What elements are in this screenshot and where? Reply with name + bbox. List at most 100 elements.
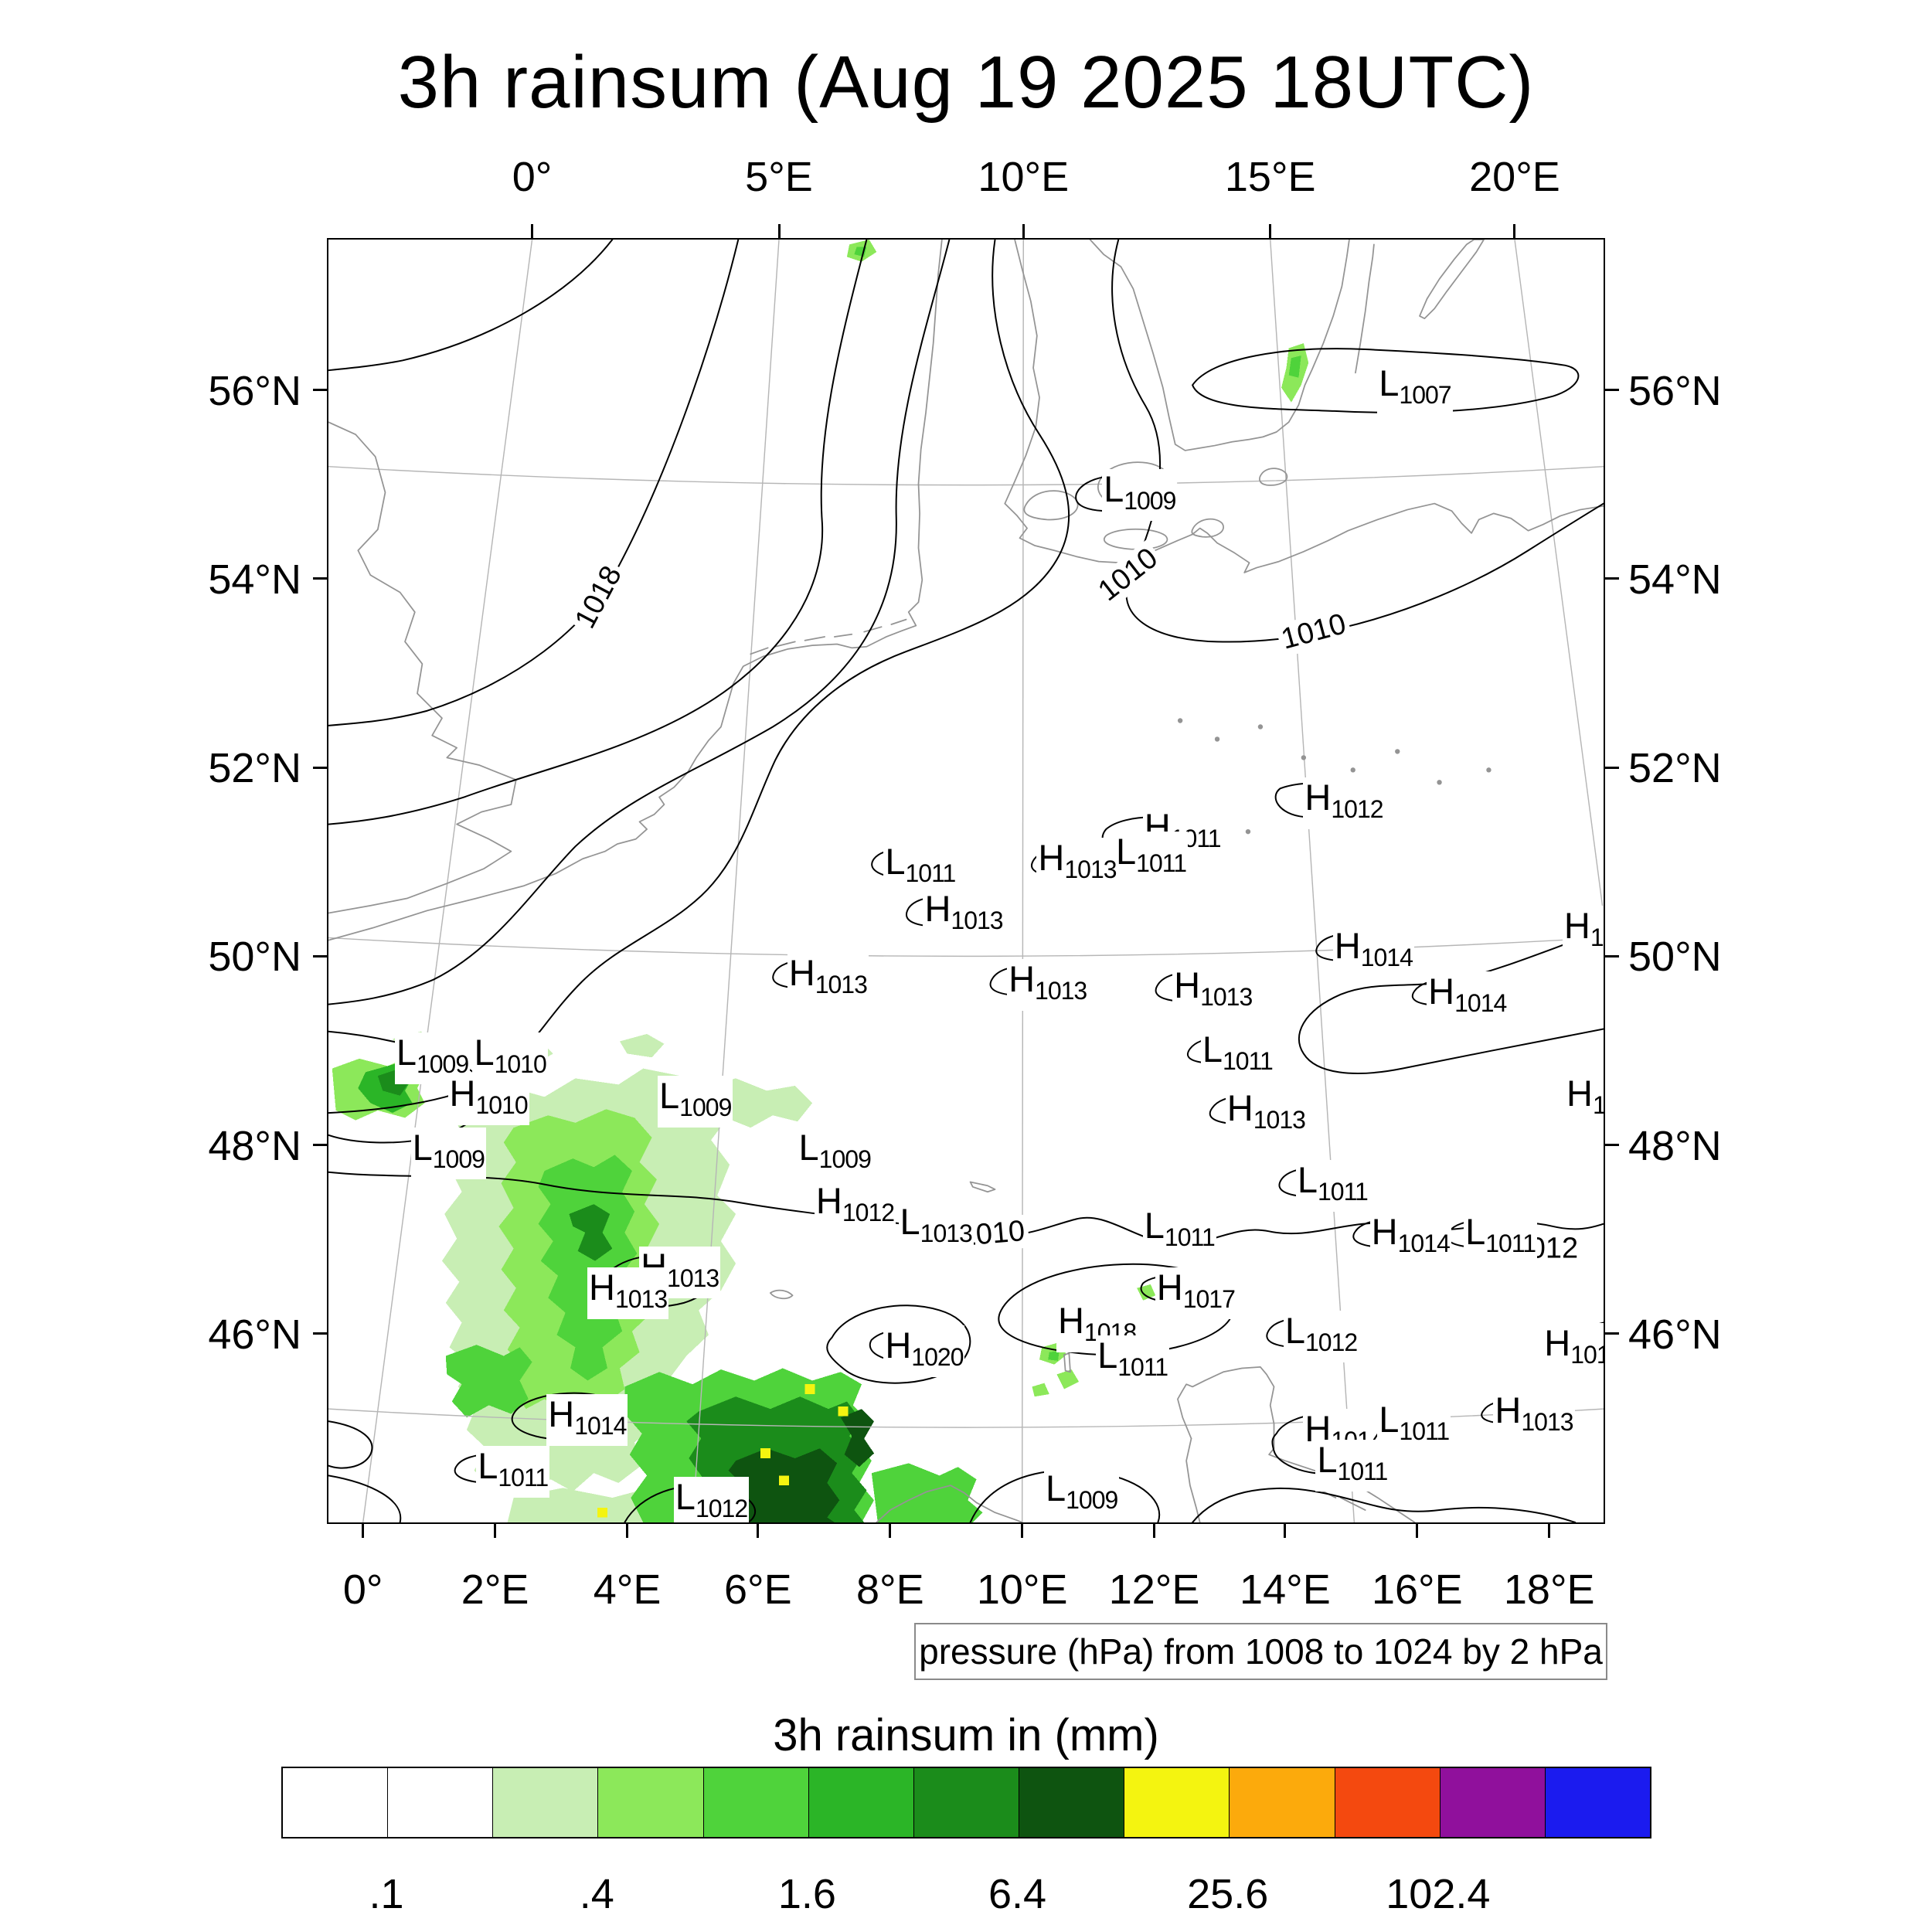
pressure-center-value: 1014	[1454, 988, 1507, 1017]
pressure-center-letter: H	[1334, 924, 1361, 966]
pressure-center: L1011	[1315, 1440, 1389, 1492]
pressure-center: H1014	[1427, 970, 1509, 1023]
pressure-center-letter: L	[478, 1445, 498, 1487]
bottom-axis-label: 2°E	[461, 1566, 529, 1613]
colorbar-cell	[1545, 1768, 1651, 1837]
pressure-center: H1012	[1303, 777, 1385, 830]
top-axis-label: 10°E	[978, 154, 1070, 200]
pressure-center: H1013	[787, 951, 869, 1005]
bottom-tick	[757, 1522, 760, 1538]
pressure-center-letter: L	[1045, 1467, 1066, 1509]
top-tick	[1513, 224, 1516, 240]
pressure-center-letter: H	[449, 1073, 476, 1114]
pressure-center: H1013	[1036, 837, 1118, 890]
pressure-center-letter: L	[1297, 1158, 1318, 1200]
pressure-center: L1011	[476, 1445, 550, 1498]
pressure-center-value: 1013	[1521, 1408, 1573, 1437]
pressure-caption-text: pressure (hPa) from 1008 to 1024 by 2 hP…	[919, 1631, 1603, 1672]
pressure-center-value: 1012	[1305, 1328, 1358, 1356]
pressure-center: L1009	[658, 1076, 733, 1128]
pressure-center: L1011	[1295, 1158, 1369, 1212]
left-tick	[313, 1332, 328, 1335]
left-tick	[313, 1144, 328, 1147]
colorbar-cell	[703, 1768, 809, 1837]
colorbar-title: 3h rainsum in (mm)	[773, 1710, 1159, 1760]
pressure-center-letter: H	[589, 1266, 615, 1308]
pressure-center: L1011	[1377, 1399, 1451, 1451]
left-axis-label: 46°N	[208, 1311, 301, 1358]
pressure-center-value: 1011	[1317, 1177, 1369, 1206]
map-canvas	[328, 240, 1604, 1522]
colorbar-cell	[1440, 1768, 1546, 1837]
pressure-center-letter: H	[1156, 1266, 1183, 1308]
pressure-center-letter: L	[1379, 362, 1400, 403]
bottom-axis-label: 8°E	[855, 1566, 924, 1613]
left-axis-label: 48°N	[208, 1122, 301, 1169]
pressure-center-value: 1013	[1253, 1106, 1306, 1134]
pressure-center-letter: H	[1428, 970, 1455, 1012]
pressure-center-letter: H	[924, 887, 951, 929]
colorbar-tick-label: 102.4	[1386, 1871, 1491, 1917]
top-tick	[1022, 224, 1025, 240]
pressure-center: H1014	[1565, 1073, 1604, 1126]
pressure-center-letter: H	[788, 951, 815, 993]
right-tick	[1604, 389, 1619, 392]
pressure-center: L1011	[883, 842, 957, 894]
pressure-center-letter: L	[412, 1127, 433, 1168]
pressure-center: H1013	[923, 887, 1005, 940]
pressure-center-value: 1011	[1399, 1417, 1450, 1445]
right-tick	[1604, 1332, 1619, 1335]
pressure-center-layer: L1007 L1009 H1012 H1011 L1011 H1013 L1011 H1013…	[328, 240, 1604, 1522]
pressure-center-letter: L	[474, 1032, 495, 1073]
pressure-center-letter: L	[1317, 1439, 1338, 1481]
pressure-center: L1011	[1096, 1335, 1170, 1387]
colorbar-tick-label: 6.4	[988, 1871, 1047, 1917]
colorbar-cell	[808, 1768, 914, 1837]
plot-title: 3h rainsum (Aug 19 2025 18UTC)	[397, 41, 1535, 124]
pressure-center-value: 1014	[1570, 1340, 1604, 1369]
pressure-center-value: 1013	[1064, 855, 1117, 884]
bottom-tick	[626, 1522, 629, 1538]
pressure-center-value: 1014	[1593, 1091, 1604, 1120]
colorbar-cell	[1335, 1768, 1440, 1837]
bottom-axis-label: 16°E	[1371, 1566, 1463, 1613]
pressure-center-letter: L	[675, 1476, 696, 1518]
bottom-axis-label: 0°	[342, 1566, 383, 1613]
pressure-center: H1013	[1172, 964, 1254, 1017]
colorbar-cell	[1124, 1768, 1230, 1837]
pressure-center-value: 1013	[1200, 982, 1253, 1011]
right-axis-label: 48°N	[1628, 1122, 1722, 1169]
pressure-center-value: 1009	[1124, 487, 1176, 515]
colorbar	[281, 1767, 1651, 1838]
bottom-axis-label: 12°E	[1108, 1566, 1200, 1613]
bottom-axis-label: 4°E	[593, 1566, 662, 1613]
right-tick	[1604, 1144, 1619, 1147]
left-axis-label: 50°N	[208, 934, 301, 981]
pressure-center: L1009	[1043, 1467, 1120, 1520]
map-area: 1018 1010 1010 1010 1012 L1007 L1009 H1012 H101…	[328, 240, 1604, 1522]
pressure-center-letter: H	[1566, 1073, 1593, 1114]
pressure-center-letter: H	[1226, 1087, 1253, 1129]
colorbar-cell	[913, 1768, 1020, 1837]
pressure-center-letter: H	[1038, 837, 1065, 879]
pressure-center-value: 1011	[905, 859, 956, 888]
colorbar-tick-label: 25.6	[1187, 1871, 1269, 1917]
pressure-center: L1007	[1377, 362, 1453, 415]
pressure-center: L1011	[1200, 1029, 1274, 1081]
pressure-center-letter: L	[1284, 1309, 1305, 1351]
left-axis-label: 52°N	[208, 745, 301, 792]
pressure-center-letter: H	[1057, 1299, 1084, 1341]
pressure-center-value: 1013	[1035, 976, 1087, 1005]
right-tick	[1604, 954, 1619, 957]
bottom-tick	[1153, 1522, 1156, 1538]
left-axis-label: 56°N	[208, 367, 301, 414]
bottom-tick	[889, 1522, 892, 1538]
pressure-center-value: 1013	[920, 1219, 973, 1248]
bottom-axis-label: 14°E	[1240, 1566, 1331, 1613]
colorbar-cell	[493, 1768, 599, 1837]
top-axis-label: 20°E	[1469, 154, 1560, 200]
pressure-center-value: 1011	[498, 1464, 549, 1492]
pressure-center-letter: H	[1371, 1210, 1398, 1252]
colorbar-cell	[598, 1768, 704, 1837]
